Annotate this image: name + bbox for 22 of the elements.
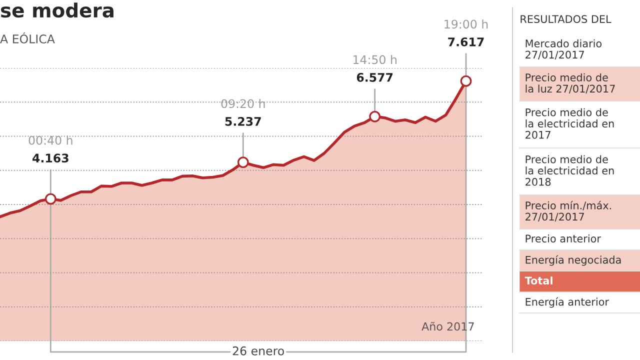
annotation: Año 2017 — [422, 322, 474, 331]
chart-subtitle: A EÓLICA — [0, 32, 55, 44]
data-label: 6.577 — [356, 72, 393, 82]
text: Energía negociada — [526, 255, 621, 266]
text: Precio medio de la electricidad en 2017 — [526, 108, 614, 139]
text: Total — [524, 276, 552, 285]
text: RESULTADOS DEL — [520, 15, 612, 24]
text: 26 enero — [232, 346, 284, 356]
text: Precio mín./máx. 27/01/2017 — [526, 200, 612, 222]
text: 19:00 h — [444, 19, 488, 29]
text: Precio medio de la luz 27/01/2017 — [526, 73, 615, 94]
text: Precio anterior — [526, 234, 601, 243]
data-label: 4.163 — [32, 154, 68, 163]
chart-title: se modera — [1, 2, 114, 18]
annotation: 09:20 h — [221, 98, 265, 108]
text: Mercado diario 27/01/2017 — [526, 39, 602, 60]
text: Energía anterior — [526, 297, 610, 308]
text: Precio medio de la electricidad en 2018 — [526, 155, 614, 186]
data-label: 7.617 — [448, 37, 484, 46]
data-label: 5.237 — [225, 116, 261, 126]
annotation: 00:40 h — [28, 136, 72, 145]
text: 14:50 h — [353, 54, 396, 64]
